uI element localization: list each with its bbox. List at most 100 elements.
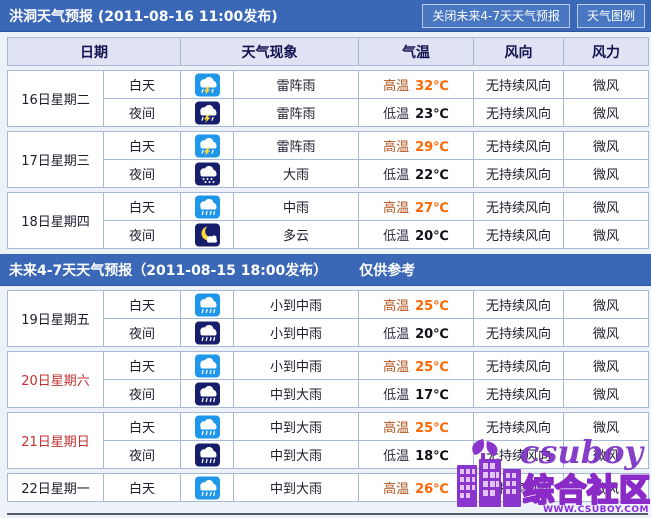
forecast-row: 夜间 多云 低温 20℃ 无持续风向 微风 xyxy=(8,220,649,249)
weather-text-cell: 小到中雨 xyxy=(233,290,359,319)
date-cell: 18日星期四 xyxy=(7,192,104,249)
weather-icon-cell xyxy=(180,379,234,408)
temp-cell: 低温 23℃ xyxy=(358,98,474,127)
wind-direction-cell: 无持续风向 xyxy=(473,351,564,380)
low-temp-label: 低温 xyxy=(383,107,410,122)
forecast-group: 18日星期四 白天 中雨 高温 27℃ 无持续风向 微风 夜间 多云 低温 20℃ 无持续风向 微风 xyxy=(7,192,649,249)
high-temp-label: 高温 xyxy=(383,360,410,375)
temp-cell: 高温 25℃ xyxy=(358,351,474,380)
wind-direction-cell: 无持续风向 xyxy=(473,192,564,221)
wind-direction-cell: 无持续风向 xyxy=(473,412,564,441)
period-cell: 白天 xyxy=(103,70,181,99)
period-cell: 夜间 xyxy=(103,220,181,249)
wind-direction-cell: 无持续风向 xyxy=(473,70,564,99)
date-cell: 19日星期五 xyxy=(7,290,104,347)
weather-icon-cell xyxy=(180,440,234,469)
weather-text-cell: 中雨 xyxy=(233,192,359,221)
wind-force-cell: 微风 xyxy=(563,131,649,160)
header-temp: 气温 xyxy=(358,37,474,66)
low-temp-label: 低温 xyxy=(383,388,410,403)
temp-cell: 低温 20℃ xyxy=(358,318,474,347)
thunderstorm-day-icon xyxy=(194,134,221,158)
temp-cell: 低温 18℃ xyxy=(358,440,474,469)
wind-force-cell: 微风 xyxy=(563,159,649,188)
weather-icon-cell xyxy=(180,290,234,319)
cloudy-night-icon xyxy=(194,223,221,247)
weather-text-cell: 小到中雨 xyxy=(233,318,359,347)
rain-night-icon xyxy=(194,443,221,467)
temp-cell: 高温 27℃ xyxy=(358,192,474,221)
high-temp-label: 高温 xyxy=(383,140,410,155)
wind-force-cell: 微风 xyxy=(563,351,649,380)
forecast-row: 18日星期四 白天 中雨 高温 27℃ 无持续风向 微风 xyxy=(7,192,649,249)
temp-cell: 低温 20℃ xyxy=(358,220,474,249)
period-cell: 白天 xyxy=(103,351,181,380)
date-cell: 22日星期一 xyxy=(7,473,104,502)
weather-icon-cell xyxy=(180,70,234,99)
weather-legend-button[interactable]: 天气图例 xyxy=(576,3,645,28)
forecast-row: 22日星期一 白天 中到大雨 高温 26℃ 无持续风向 微风 xyxy=(7,473,649,502)
low-temp-label: 低温 xyxy=(383,327,410,342)
wind-force-cell: 微风 xyxy=(563,473,649,502)
low-temp-value: 18℃ xyxy=(415,449,449,464)
low-temp-value: 20℃ xyxy=(415,327,449,342)
high-temp-value: 27℃ xyxy=(415,201,449,216)
weather-icon-cell xyxy=(180,351,234,380)
weather-text-cell: 雷阵雨 xyxy=(233,98,359,127)
weather-text-cell: 中到大雨 xyxy=(233,440,359,469)
period-cell: 白天 xyxy=(103,290,181,319)
temp-cell: 低温 17℃ xyxy=(358,379,474,408)
moderate-rain-day-icon xyxy=(194,195,221,219)
high-temp-label: 高温 xyxy=(383,482,410,497)
forecast-row: 夜间 中到大雨 低温 17℃ 无持续风向 微风 xyxy=(8,379,649,408)
high-temp-value: 26℃ xyxy=(415,482,449,497)
low-temp-value: 22℃ xyxy=(415,168,449,183)
title-bar: 洪洞天气预报 (2011-08-16 11:00发布) 关闭未来4-7天天气预报… xyxy=(0,0,651,32)
low-temp-label: 低温 xyxy=(383,168,410,183)
bottom-divider xyxy=(7,513,648,515)
weather-text-cell: 中到大雨 xyxy=(233,412,359,441)
page-title: 洪洞天气预报 (2011-08-16 11:00发布) xyxy=(9,8,278,25)
temp-cell: 高温 29℃ xyxy=(358,131,474,160)
weather-icon-cell xyxy=(180,318,234,347)
forecast-row: 夜间 中到大雨 低温 18℃ 无持续风向 微风 xyxy=(8,440,649,469)
wind-direction-cell: 无持续风向 xyxy=(473,98,564,127)
forecast-groups-section-2: 19日星期五 白天 小到中雨 高温 25℃ 无持续风向 微风 夜间 小到中雨 低温 20℃ 无持续风向… xyxy=(7,290,649,502)
forecast-row: 17日星期三 白天 雷阵雨 高温 29℃ 无持续风向 微风 xyxy=(7,131,649,188)
wind-force-cell: 微风 xyxy=(563,290,649,319)
heavy-rain-night-icon xyxy=(194,162,221,186)
wind-direction-cell: 无持续风向 xyxy=(473,440,564,469)
forecast-row: 21日星期日 白天 中到大雨 高温 25℃ 无持续风向 微风 xyxy=(7,412,649,469)
forecast-row: 夜间 大雨 低温 22℃ 无持续风向 微风 xyxy=(8,159,649,188)
low-temp-value: 23℃ xyxy=(415,107,449,122)
wind-force-cell: 微风 xyxy=(563,318,649,347)
low-temp-label: 低温 xyxy=(383,449,410,464)
wind-direction-cell: 无持续风向 xyxy=(473,131,564,160)
period-cell: 白天 xyxy=(103,412,181,441)
header-wind-direction: 风向 xyxy=(473,37,564,66)
wind-direction-cell: 无持续风向 xyxy=(473,290,564,319)
forecast-row: 夜间 小到中雨 低温 20℃ 无持续风向 微风 xyxy=(8,318,649,347)
low-temp-value: 17℃ xyxy=(415,388,449,403)
rain-day-icon xyxy=(194,476,221,500)
period-cell: 白天 xyxy=(103,192,181,221)
forecast-header-table: 日期 天气现象 气温 风向 风力 xyxy=(7,37,649,66)
high-temp-value: 32℃ xyxy=(415,79,449,94)
high-temp-value: 25℃ xyxy=(415,360,449,375)
date-cell: 20日星期六 xyxy=(7,351,104,408)
weather-text-cell: 雷阵雨 xyxy=(233,131,359,160)
date-cell: 21日星期日 xyxy=(7,412,104,469)
forecast-row: 19日星期五 白天 小到中雨 高温 25℃ 无持续风向 微风 xyxy=(7,290,649,347)
period-cell: 夜间 xyxy=(103,440,181,469)
wind-force-cell: 微风 xyxy=(563,192,649,221)
period-cell: 白天 xyxy=(103,131,181,160)
weather-icon-cell xyxy=(180,131,234,160)
close-future-forecast-button[interactable]: 关闭未来4-7天天气预报 xyxy=(422,3,570,28)
wind-direction-cell: 无持续风向 xyxy=(473,379,564,408)
weather-text-cell: 小到中雨 xyxy=(233,351,359,380)
low-temp-value: 20℃ xyxy=(415,229,449,244)
forecast-row: 16日星期二 白天 雷阵雨 高温 32℃ 无持续风向 微风 xyxy=(7,70,649,127)
rain-day-icon xyxy=(194,415,221,439)
wind-force-cell: 微风 xyxy=(563,98,649,127)
low-temp-label: 低温 xyxy=(383,229,410,244)
